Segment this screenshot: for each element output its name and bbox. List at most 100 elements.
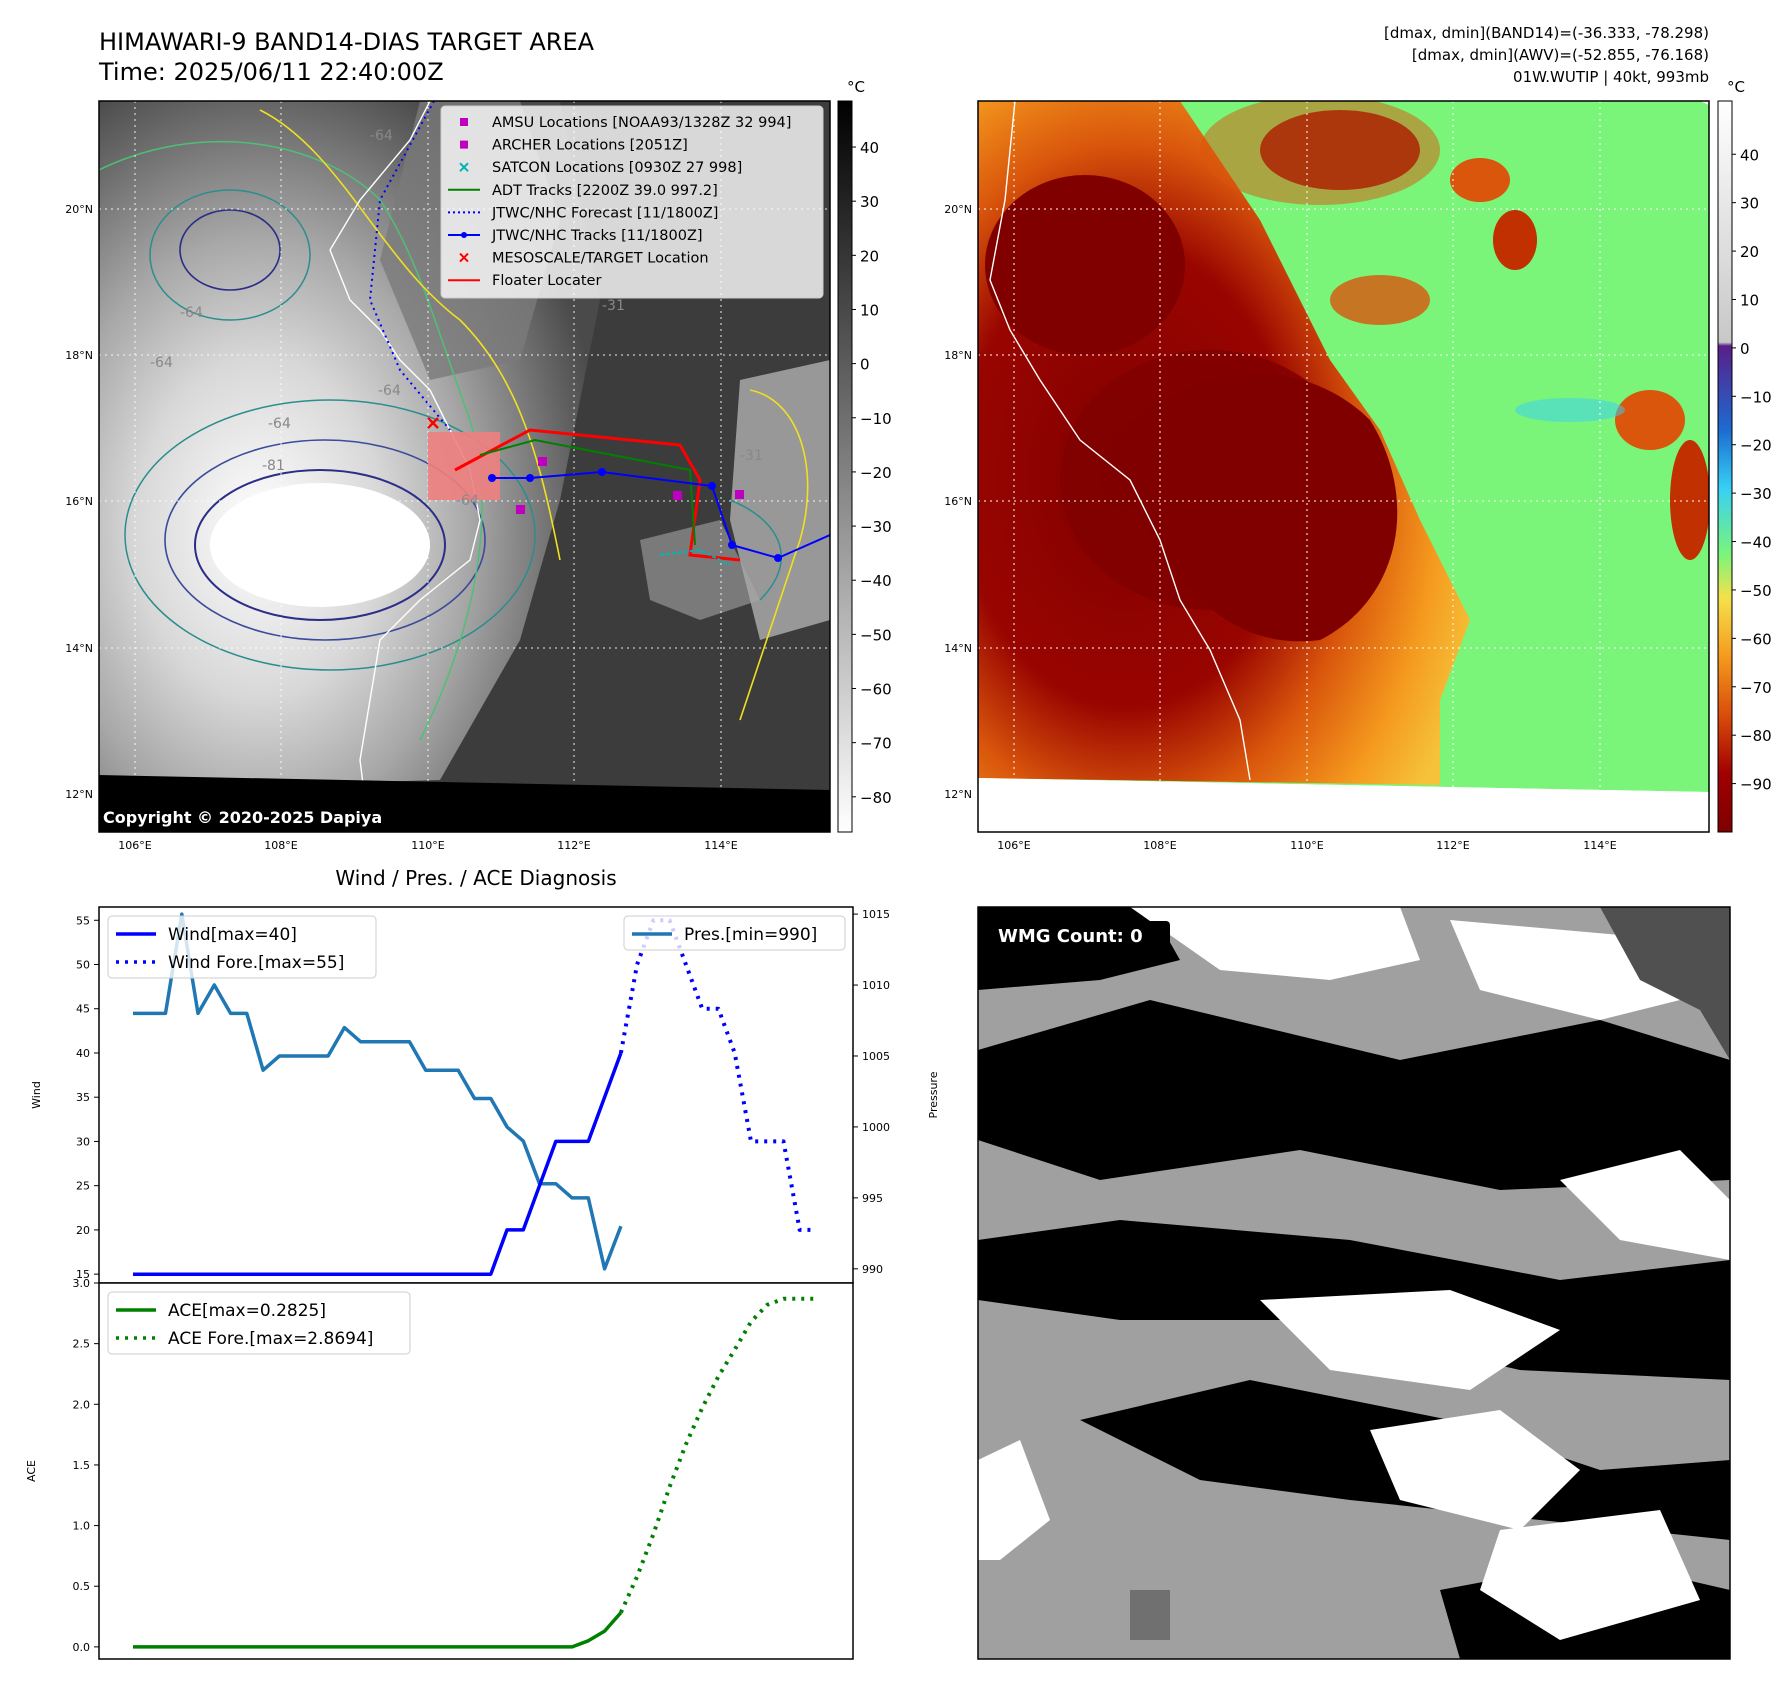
wind-legend: Wind[max=40] Wind Fore.[max=55] bbox=[107, 915, 377, 979]
colorbar-tick-label: 10 bbox=[860, 301, 879, 319]
contour-label: -64 bbox=[180, 305, 203, 321]
colorbar-tick-label: −70 bbox=[860, 735, 892, 753]
pressure-tick-label: 1000 bbox=[862, 1121, 890, 1134]
wind-pressure-panel: Wind Pressure 55 50 45 40 35 30 25 20 15 1015 101… bbox=[30, 906, 940, 1284]
diagnosis-title: Wind / Pres. / ACE Diagnosis bbox=[335, 866, 616, 890]
wind-tick-label: 55 bbox=[76, 914, 90, 927]
pressure-axis-label: Pressure bbox=[927, 1071, 940, 1118]
colorbar-tick-label: 0 bbox=[1740, 340, 1750, 358]
colorbar-tick-label: 40 bbox=[860, 139, 879, 157]
contour-north-cell-outer bbox=[149, 189, 311, 321]
map2-gridlines bbox=[978, 101, 1709, 832]
jtwc-track-points bbox=[488, 468, 782, 562]
wmg-label-box bbox=[990, 921, 1170, 949]
contour-outer-green bbox=[99, 140, 483, 741]
map2-tick-labels: 106°E 108°E 110°E 112°E 114°E 20°N 18°N 16°N 14°… bbox=[944, 203, 1617, 852]
legend-label: SATCON Locations [0930Z 27 998] bbox=[492, 160, 742, 176]
dry-patch-2 bbox=[1450, 158, 1510, 202]
cold-core bbox=[210, 483, 430, 607]
pressure-tick-label: 1010 bbox=[862, 979, 890, 992]
wmg-count-label: WMG Count: 0 bbox=[998, 926, 1143, 947]
wmg-white-7 bbox=[978, 1440, 1050, 1560]
wmg-white-3 bbox=[1260, 1290, 1560, 1390]
pressure-tick-label: 1005 bbox=[862, 1050, 890, 1063]
contour-81 bbox=[194, 469, 446, 621]
contour-label: -64 bbox=[370, 128, 393, 144]
legend-label: ARCHER Locations [2051Z] bbox=[492, 138, 688, 154]
y-tick-label: 14°N bbox=[944, 642, 972, 655]
wmg-white-4 bbox=[1560, 1150, 1730, 1260]
colorbar-tick-label: 40 bbox=[1740, 146, 1759, 164]
colorbar-tick-label: 30 bbox=[1740, 195, 1759, 213]
contour-yellow-1 bbox=[259, 109, 561, 561]
dry-core-north bbox=[985, 175, 1185, 355]
series-line-0 bbox=[133, 1052, 623, 1276]
ace-tick-label: 0.5 bbox=[73, 1580, 91, 1593]
legend-label: ACE[max=0.2825] bbox=[168, 1301, 326, 1321]
x-tick-label: 112°E bbox=[1436, 839, 1469, 852]
contour-64 bbox=[124, 399, 536, 671]
x-tick-label: 114°E bbox=[1583, 839, 1616, 852]
legend-label: ADT Tracks [2200Z 39.0 997.2] bbox=[492, 183, 718, 199]
legend-marker bbox=[460, 140, 468, 149]
dry-core-west bbox=[1060, 350, 1360, 610]
colorbar-tick-label: −90 bbox=[1740, 776, 1772, 794]
x-tick-label: 110°E bbox=[1290, 839, 1323, 852]
color-colorbar: °C 40 30 20 10 0 −10 −20 −30 −40 −50 −60 −70 −80 −90 bbox=[1717, 78, 1772, 833]
contour-north-cell bbox=[179, 209, 281, 291]
legend-marker bbox=[459, 162, 469, 172]
legend-marker bbox=[459, 252, 469, 263]
info-line-1: [dmax, dmin](BAND14)=(-36.333, -78.298) bbox=[1384, 24, 1709, 42]
legend-label: Wind[max=40] bbox=[168, 925, 297, 945]
contour-yellow-2 bbox=[739, 389, 809, 721]
wind-tick-label: 25 bbox=[76, 1180, 90, 1193]
floater-locater-track bbox=[454, 428, 741, 562]
colorbar-tick-label: −10 bbox=[1740, 388, 1772, 406]
contour-label: -31 bbox=[740, 448, 763, 464]
series-line-0 bbox=[133, 1611, 623, 1649]
ir-map-panel: -64 -64 -64 -64 -64 -81 -31 -31 -64 Copy… bbox=[65, 78, 891, 852]
colorbar-tick-label: −60 bbox=[1740, 630, 1772, 648]
wmg-frame bbox=[977, 906, 1731, 1660]
wind-tick-label: 50 bbox=[76, 959, 90, 972]
legend-label: JTWC/NHC Forecast [11/1800Z] bbox=[491, 205, 718, 221]
dry-patch-ne-halo bbox=[1200, 101, 1440, 205]
legend-marker bbox=[460, 118, 468, 126]
colorbar-tick-label: 30 bbox=[860, 193, 879, 211]
legend-box bbox=[440, 105, 824, 299]
contour-labels: -64 -64 -64 -64 -64 -81 -31 -31 -64 bbox=[150, 128, 763, 509]
dry-patch-4 bbox=[1670, 440, 1709, 560]
colorbar-tick-label: −50 bbox=[1740, 582, 1772, 600]
map1-frame bbox=[98, 100, 831, 833]
contour-label: -64 bbox=[456, 493, 479, 509]
legend-label: AMSU Locations [NOAA93/1328Z 32 994] bbox=[492, 115, 791, 131]
color-map-panel: 106°E 108°E 110°E 112°E 114°E 20°N 18°N 16°N 14°… bbox=[944, 78, 1771, 852]
colorbar-tick-label: −10 bbox=[860, 410, 892, 428]
y-tick-label: 16°N bbox=[65, 495, 93, 508]
colorbar-tick-label: −60 bbox=[860, 681, 892, 699]
contour-east-teal bbox=[729, 499, 782, 601]
y-tick-label: 12°N bbox=[65, 788, 93, 801]
x-tick-label: 112°E bbox=[557, 839, 590, 852]
y-tick-label: 14°N bbox=[65, 642, 93, 655]
y-tick-label: 12°N bbox=[944, 788, 972, 801]
x-tick-label: 106°E bbox=[118, 839, 151, 852]
x-tick-label: 108°E bbox=[1143, 839, 1176, 852]
colorbar-gradient bbox=[837, 100, 853, 833]
legend-label: Wind Fore.[max=55] bbox=[168, 953, 344, 973]
map2-no-data bbox=[978, 778, 1709, 832]
wind-tick-label: 15 bbox=[76, 1268, 90, 1281]
ace-panel: ACE 3.0 2.5 2.0 1.5 1.0 0.5 0.0 ACE[max=0.2825… bbox=[25, 1277, 854, 1660]
colorbar-tick-label: 10 bbox=[1740, 291, 1759, 309]
mesoscale-target-marker bbox=[427, 417, 439, 429]
info-line-3: 01W.WUTIP | 40kt, 993mb bbox=[1513, 68, 1709, 86]
ace-tick-label: 1.0 bbox=[73, 1520, 91, 1533]
cloud-patch-far-east bbox=[730, 360, 830, 640]
map2-coastline bbox=[989, 101, 1251, 781]
x-tick-label: 114°E bbox=[704, 839, 737, 852]
colorbar-tick-label: −30 bbox=[860, 518, 892, 536]
wmg-dark-gray bbox=[1600, 907, 1730, 1060]
gray-colorbar: °C 40 30 20 10 0 −10 −20 −30 −40 −50 −60 −70 −80 bbox=[837, 78, 892, 833]
ace-tick-label: 1.5 bbox=[73, 1459, 91, 1472]
colorbar-tick-label: −40 bbox=[1740, 534, 1772, 552]
